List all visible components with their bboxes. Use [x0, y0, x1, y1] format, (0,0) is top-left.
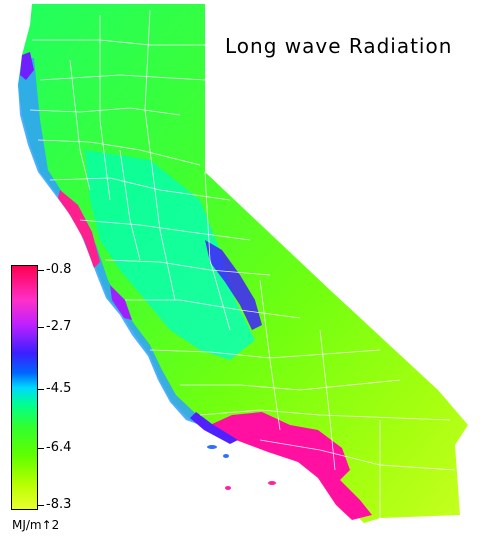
- legend-tick: [38, 448, 44, 449]
- legend-tick-label: -4.5: [46, 381, 72, 396]
- channel-island: [225, 486, 231, 490]
- channel-island: [207, 445, 217, 449]
- legend-tick: [38, 327, 44, 328]
- county-boundaries: [29, 9, 456, 518]
- legend-tick-label: -2.7: [46, 319, 72, 334]
- bay-area-magenta: [58, 190, 100, 268]
- socal-high-region: [210, 412, 372, 520]
- legend-tick-label: -8.3: [46, 497, 72, 512]
- monterey-purple: [110, 285, 132, 320]
- channel-island: [268, 481, 276, 485]
- legend-tick-label: -0.8: [46, 262, 72, 277]
- map-title: Long wave Radiation: [225, 34, 453, 58]
- north-coast-purple: [20, 52, 34, 80]
- legend-tick: [38, 270, 44, 271]
- channel-island: [223, 454, 229, 458]
- legend-tick-label: -6.4: [46, 440, 72, 455]
- state-outline: [18, 4, 468, 523]
- legend-tick: [38, 389, 44, 390]
- coastal-fringe: [18, 58, 200, 425]
- socal-edge-purple: [190, 412, 238, 444]
- sierra-band: [205, 240, 262, 330]
- legend-units: MJ/m↑2: [12, 518, 60, 532]
- color-bar: [11, 265, 38, 510]
- legend-tick: [38, 505, 44, 506]
